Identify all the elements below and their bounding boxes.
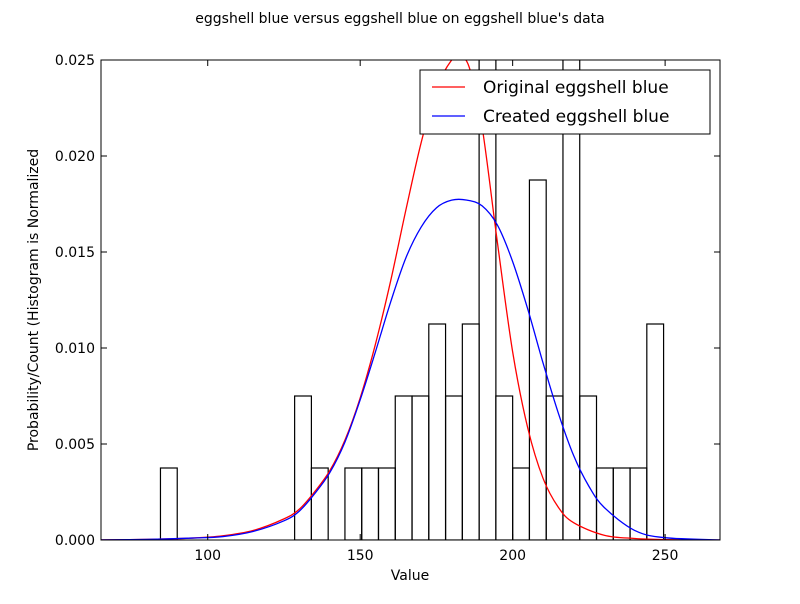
histogram-bar bbox=[562, 60, 581, 540]
legend-label-created: Created eggshell blue bbox=[483, 107, 669, 127]
histogram-bar bbox=[595, 467, 614, 540]
x-tick-label: 200 bbox=[499, 548, 526, 564]
histogram-bar bbox=[478, 60, 497, 540]
histogram-bar bbox=[461, 323, 480, 540]
y-axis-label: Probability/Count (Histogram is Normaliz… bbox=[26, 149, 42, 451]
histogram-bar bbox=[361, 467, 380, 540]
histogram-bar bbox=[444, 395, 463, 540]
histogram-bar bbox=[411, 395, 430, 540]
chart-title: eggshell blue versus eggshell blue on eg… bbox=[195, 11, 604, 27]
x-tick-label: 150 bbox=[347, 548, 374, 564]
legend-label-original: Original eggshell blue bbox=[483, 78, 669, 98]
y-tick-label: 0.015 bbox=[55, 245, 95, 261]
plot-frame bbox=[100, 59, 721, 541]
x-axis-ticks: 100 150 200 250 bbox=[194, 60, 678, 564]
histogram-bar bbox=[495, 395, 514, 540]
x-tick-label: 250 bbox=[652, 548, 679, 564]
y-tick-label: 0.005 bbox=[55, 437, 95, 453]
histogram-bar bbox=[612, 467, 631, 540]
histogram-bar bbox=[428, 323, 447, 540]
y-tick-label: 0.025 bbox=[55, 53, 95, 69]
histogram-bar bbox=[344, 467, 363, 540]
y-tick-label: 0.010 bbox=[55, 341, 95, 357]
histogram-bar bbox=[512, 467, 531, 540]
histogram-bar bbox=[159, 467, 178, 540]
series-line-created bbox=[101, 198, 720, 540]
y-tick-label: 0.020 bbox=[55, 149, 95, 165]
histogram-bar bbox=[394, 395, 413, 540]
y-axis-ticks: 0.000 0.005 0.010 0.015 0.020 0.025 bbox=[55, 53, 720, 549]
legend-box bbox=[419, 69, 711, 135]
histogram-bar bbox=[528, 179, 547, 540]
histogram-bar bbox=[377, 467, 396, 540]
y-tick-label: 0.000 bbox=[55, 533, 95, 549]
x-tick-label: 100 bbox=[194, 548, 221, 564]
legend: Original eggshell blue Created eggshell … bbox=[419, 69, 711, 135]
x-axis-label: Value bbox=[391, 568, 429, 584]
histogram-bar bbox=[310, 467, 329, 540]
histogram-bar bbox=[294, 395, 312, 540]
histogram-bar bbox=[646, 323, 665, 540]
histogram-bar bbox=[579, 395, 598, 540]
